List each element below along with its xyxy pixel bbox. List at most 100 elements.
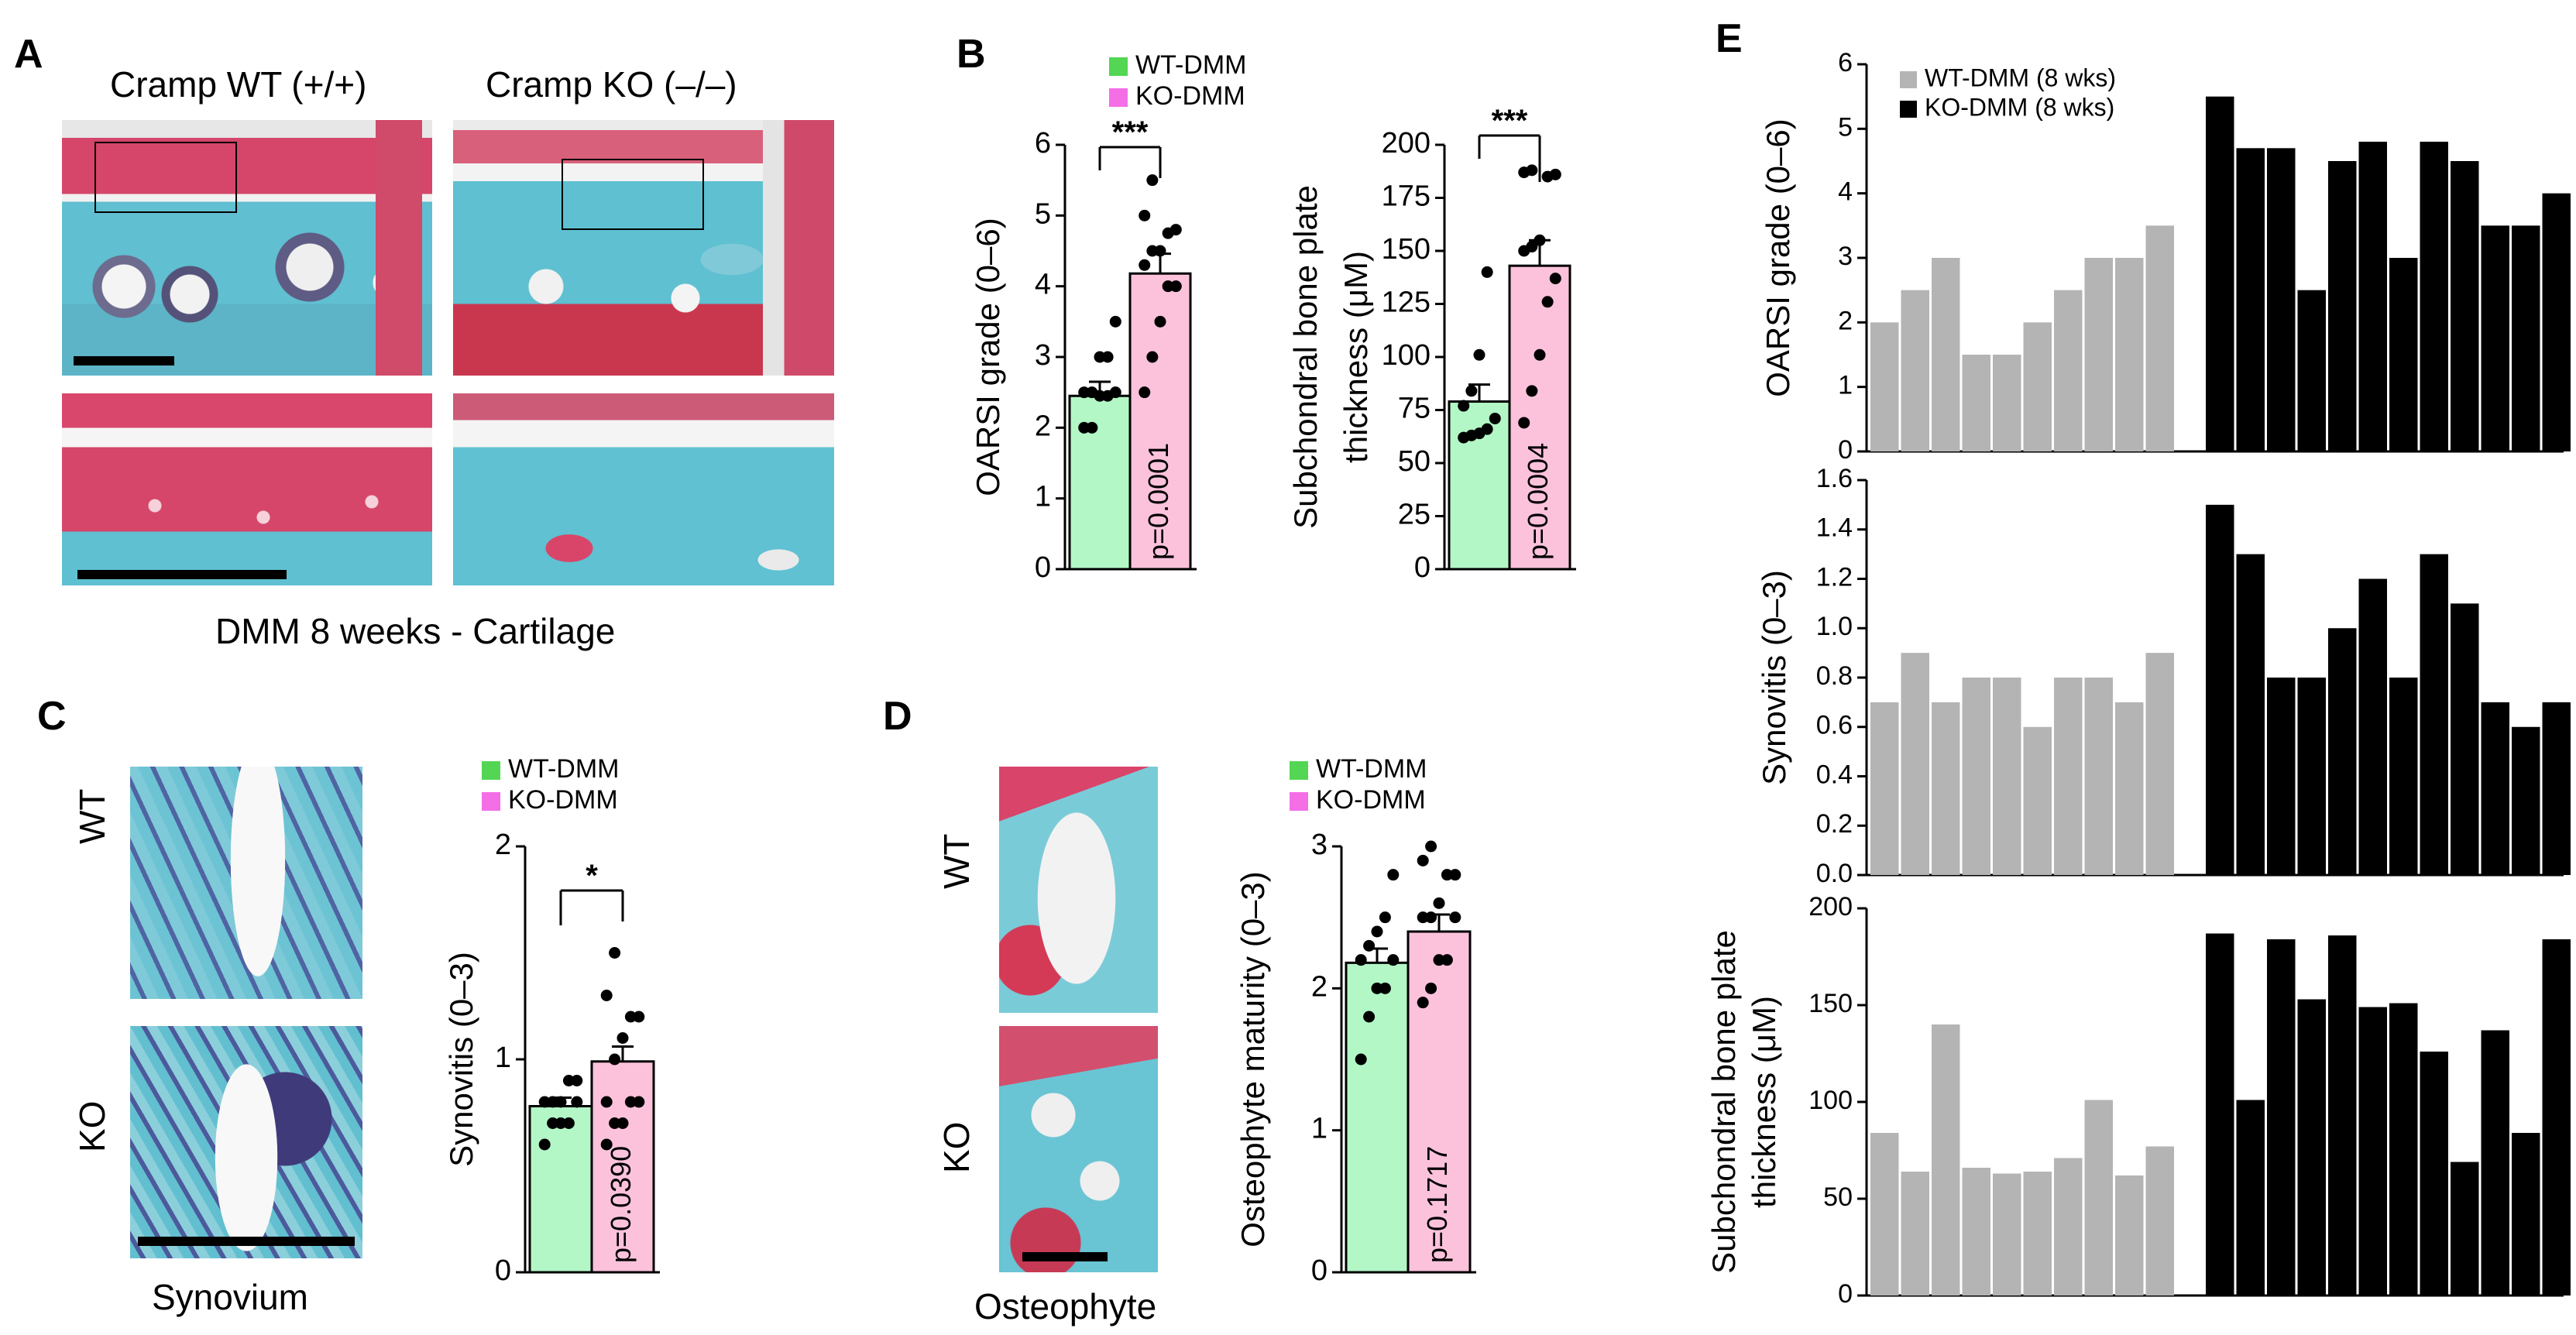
c-synovitis-ytick-label: 0 [495,1254,511,1287]
e-synovitis-bar-ko [2236,554,2265,875]
e-subchondral-bar-wt [2145,1146,2174,1296]
c-synovitis-data-point [555,1096,567,1108]
panel-c-caption: Synovium [152,1277,308,1317]
panel-d-caption: Osteophyte [974,1286,1157,1326]
b-subchondral-data-point [1534,234,1546,246]
c-synovitis-y-label: Synovitis (0–3) [443,952,479,1167]
c-synovitis-data-point [609,1117,621,1129]
d-osteophyte-p-value: p=0.1717 [1421,1146,1453,1263]
e-synovitis-bar-wt [1870,702,1899,875]
c-synovitis-data-point [538,1096,551,1108]
b-oarsi-data-point [1146,174,1159,187]
d-osteophyte-data-point [1425,982,1437,994]
d-osteophyte-data-point [1363,1011,1376,1023]
e-synovitis-bar-ko [2389,678,2418,875]
e-oarsi-bar-wt [1932,258,1960,451]
e-synovitis-bar-wt [2023,726,2052,875]
panel-label-e: E [1716,16,1743,61]
e-subchondral-bar-ko [2389,1003,2418,1296]
b-oarsi-ytick-label: 6 [1035,127,1051,160]
histology-synovium-ko [130,1026,362,1258]
e-subchondral-bar-wt [2054,1158,2083,1296]
c-synovitis-data-point [538,1138,551,1151]
b-subchondral-ytick-label: 150 [1382,233,1431,266]
b-subchondral-data-point [1458,400,1470,412]
e-synovitis-bar-wt [1901,653,1929,875]
e-subchondral-y-label: Subchondral bone plate [1705,930,1742,1274]
d-osteophyte-data-point [1379,911,1391,924]
c-synovitis-data-point [617,1032,629,1044]
e-synovitis-ytick-label: 1.0 [1816,612,1853,641]
b-subchondral-ytick-label: 100 [1382,339,1431,372]
b-subchondral-data-point [1549,273,1561,285]
e-legend-swatch-1 [1900,101,1917,118]
e-oarsi-bar-ko [2358,142,2387,451]
b-subchondral-y-label: Subchondral bone plate [1287,185,1324,529]
e-subchondral-bar-ko [2542,939,2571,1296]
scale-bar-wt-zoom [77,570,287,579]
e-subchondral-bar-wt [2023,1172,2052,1296]
b-oarsi-y-label: OARSI grade (0–6) [970,218,1006,496]
c-synovitis-bar-WT-DMM [528,1105,593,1274]
e-subchondral-bar-wt [1870,1133,1899,1296]
b-subchondral-data-point [1534,348,1546,361]
e-subchondral-ytick-label: 200 [1808,892,1853,921]
e-synovitis-ytick-label: 0.2 [1816,809,1853,839]
b-subchondral-data-point [1489,412,1501,424]
c-legend-swatch-1 [482,792,500,811]
b-oarsi-ytick-label: 1 [1035,481,1051,513]
d-osteophyte-data-point [1417,997,1429,1009]
panel-label-b: B [957,32,986,77]
b-subchondral-data-point [1526,385,1538,397]
e-synovitis-bar-wt [2054,678,2083,875]
c-synovitis-data-point [562,1117,575,1129]
e-subchondral-bar-ko [2297,999,2326,1296]
b-legend-swatch-0 [1109,57,1128,76]
d-legend-label-0: WT-DMM [1316,754,1427,784]
histology-osteophyte-ko [999,1026,1158,1272]
e-synovitis-bar-ko [2267,678,2296,875]
c-legend-label-1: KO-DMM [508,785,618,815]
e-synovitis-bar-wt [1962,678,1990,875]
e-oarsi-bar-ko [2297,290,2326,451]
e-legend-label-0: WT-DMM (8 wks) [1925,63,2116,91]
e-synovitis-bar-wt [2115,702,2144,875]
e-synovitis-ytick-label: 1.4 [1816,513,1853,543]
zoom-box-wt [94,142,237,213]
b-subchondral-bar-WT-DMM [1448,400,1511,571]
d-osteophyte-data-point [1363,939,1376,952]
histology-wt-zoom [62,393,432,585]
e-oarsi-bar-wt [1901,290,1929,451]
d-osteophyte-bar-WT-DMM [1345,961,1410,1274]
b-subchondral-data-point [1518,417,1530,429]
e-subchondral-bar-ko [2481,1030,2509,1296]
e-subchondral-bar-wt [1932,1024,1960,1296]
d-osteophyte-ytick-label: 0 [1311,1254,1327,1287]
e-oarsi-ytick-label: 6 [1838,48,1853,77]
e-subchondral-bar-wt [2115,1175,2144,1296]
b-oarsi-data-point [1086,386,1098,399]
b-oarsi-p-value: p=0.0001 [1142,443,1174,560]
d-legend-swatch-1 [1290,792,1308,811]
e-synovitis-ytick-label: 1.6 [1816,464,1853,493]
b-oarsi-ytick-label: 0 [1035,551,1051,584]
e-subchondral-ytick-label: 0 [1838,1279,1853,1309]
e-oarsi-bar-wt [1870,322,1899,451]
d-osteophyte-data-point [1449,869,1461,881]
c-synovitis-p-value: p=0.0390 [605,1146,637,1263]
c-synovitis-data-point [571,1096,583,1108]
e-oarsi-bar-wt [2054,290,2083,451]
b-subchondral-data-point [1465,385,1478,397]
e-oarsi-bar-ko [2328,161,2357,451]
e-subchondral-ytick-label: 100 [1808,1086,1853,1115]
e-oarsi-ytick-label: 5 [1838,112,1853,142]
e-oarsi-bar-wt [2115,258,2144,451]
b-subchondral-data-point [1481,266,1493,278]
e-legend-swatch-0 [1900,71,1917,88]
b-subchondral-data-point [1526,241,1538,253]
e-synovitis-ytick-label: 1.2 [1816,562,1853,592]
c-synovitis-sig-stars: * [586,859,598,893]
c-synovitis-data-point [600,990,613,1001]
b-oarsi-data-point [1154,315,1166,328]
e-synovitis-y-label: Synovitis (0–3) [1756,570,1792,785]
